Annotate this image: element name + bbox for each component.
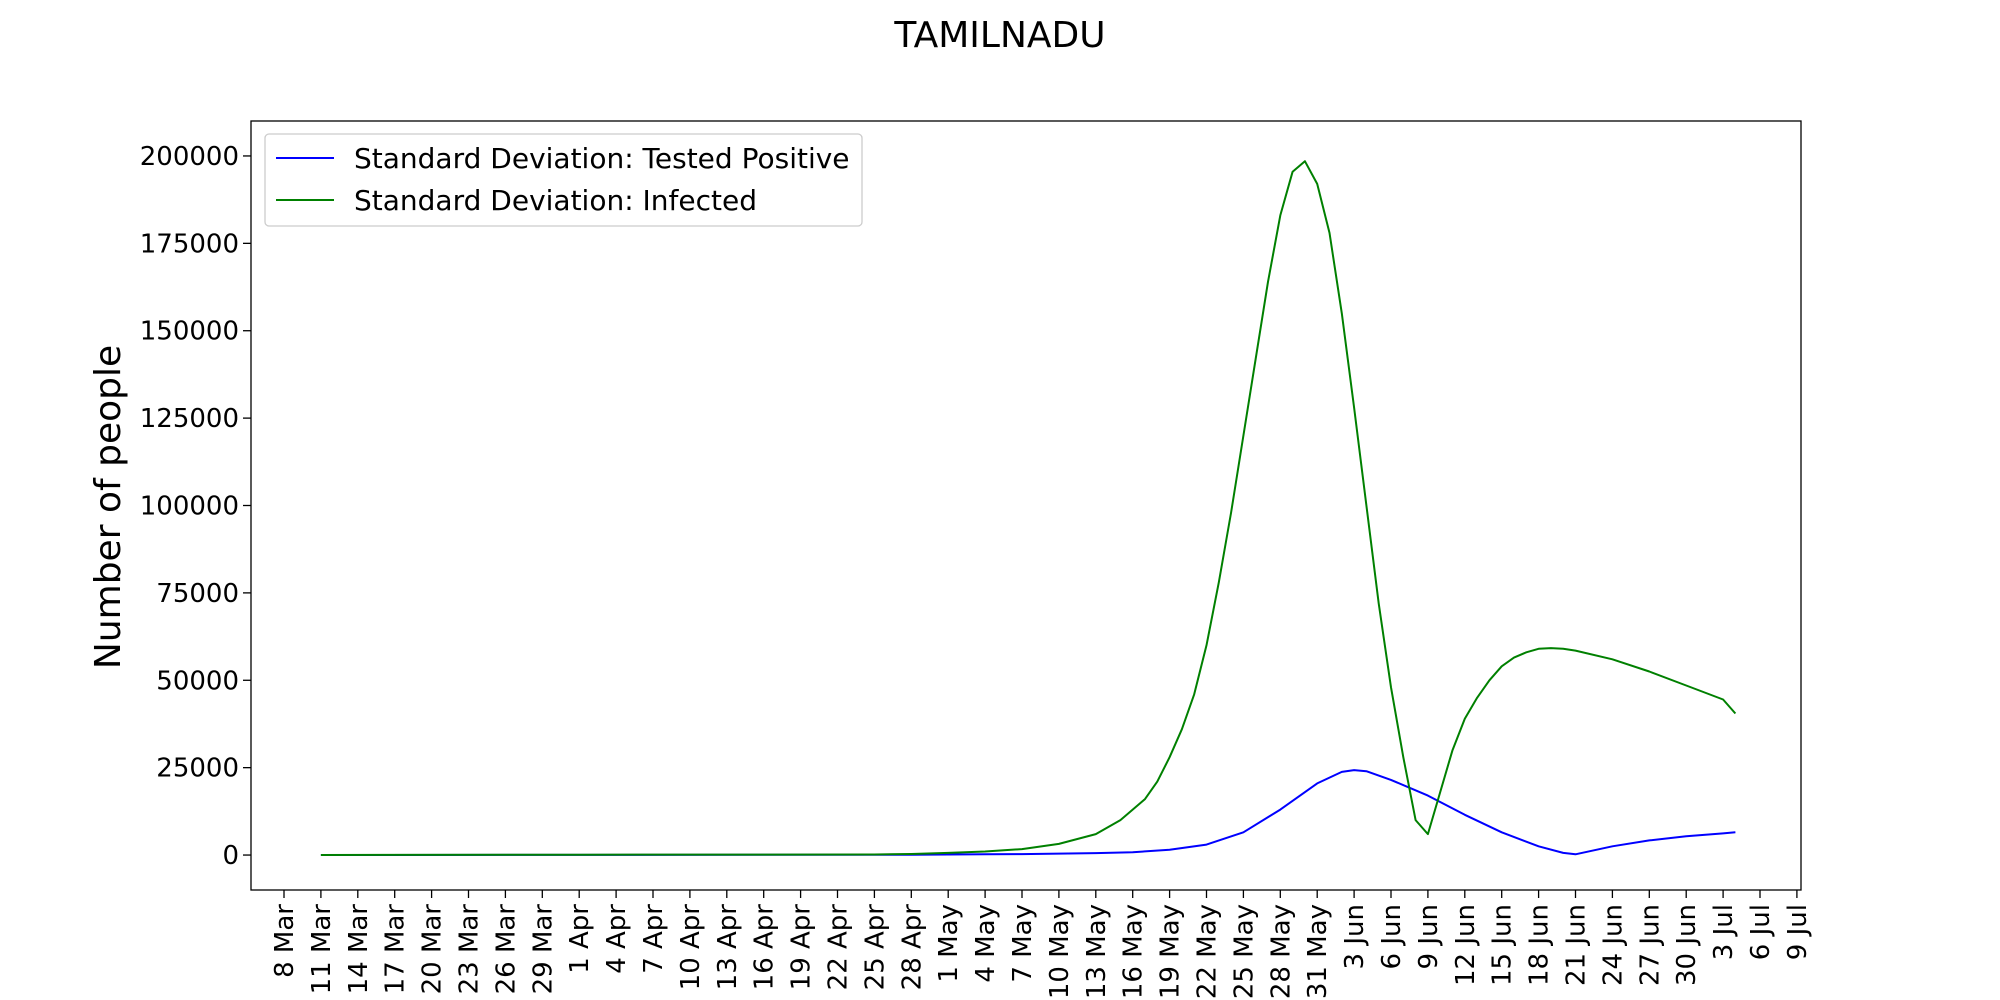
plot-frame — [250, 120, 1802, 891]
x-tick-label: 18 Jun — [1525, 904, 1555, 986]
x-tick-label: 16 May — [1119, 904, 1149, 999]
legend-label: Standard Deviation: Infected — [354, 184, 757, 217]
x-tick-label: 6 Jun — [1377, 904, 1407, 969]
x-tick-label: 16 Apr — [750, 904, 780, 991]
x-tick-label: 19 Apr — [787, 904, 817, 991]
x-tick-label: 17 Mar — [381, 904, 411, 995]
x-tick-label: 22 May — [1193, 904, 1223, 999]
x-tick-label: 28 May — [1266, 904, 1296, 999]
chart-title: TAMILNADU — [893, 15, 1105, 56]
y-tick-label: 25000 — [156, 754, 239, 784]
x-tick-label: 24 Jun — [1598, 904, 1628, 986]
x-tick-label: 22 Apr — [824, 904, 854, 991]
x-tick-label: 9 Jun — [1414, 904, 1444, 969]
x-tick-label: 21 Jun — [1562, 904, 1592, 986]
y-tick-label: 175000 — [140, 229, 239, 259]
y-tick-label: 0 — [222, 841, 239, 871]
legend-box — [264, 133, 863, 227]
x-tick-label: 13 May — [1082, 904, 1112, 999]
x-tick-label: 7 Apr — [639, 904, 669, 974]
x-tick-label: 23 Mar — [455, 904, 485, 995]
x-tick-label: 3 Jul — [1709, 904, 1739, 960]
y-tick-label: 200000 — [140, 142, 239, 172]
x-tick-label: 19 May — [1156, 904, 1186, 999]
x-tick-label: 3 Jun — [1340, 904, 1370, 969]
x-tick-label: 7 May — [1008, 904, 1038, 983]
legend-label: Standard Deviation: Tested Positive — [354, 142, 850, 175]
x-tick-label: 30 Jun — [1672, 904, 1702, 986]
x-axis: 8 Mar 11 Mar 14 Mar 17 Mar 20 Mar 23 Mar 26 Ma… — [270, 890, 1813, 999]
x-tick-label: 31 May — [1303, 904, 1333, 999]
x-tick-label: 11 Mar — [307, 904, 337, 995]
x-tick-label: 28 Apr — [897, 904, 927, 991]
x-tick-label: 25 Apr — [860, 904, 890, 991]
y-tick-label: 150000 — [140, 317, 239, 347]
x-tick-label: 1 May — [934, 904, 964, 983]
x-tick-label: 13 Apr — [713, 904, 743, 991]
legend: Standard Deviation: Tested Positive Stand… — [264, 133, 863, 227]
x-tick-label: 10 Apr — [676, 904, 706, 991]
x-tick-label: 4 Apr — [602, 904, 632, 974]
x-tick-label: 8 Mar — [270, 904, 300, 978]
x-tick-label: 6 Jul — [1746, 904, 1776, 960]
x-tick-label: 10 May — [1045, 904, 1075, 999]
y-tick-label: 125000 — [140, 404, 239, 434]
x-tick-label: 29 Mar — [528, 904, 558, 995]
x-tick-label: 20 Mar — [418, 904, 448, 995]
x-tick-label: 4 May — [971, 904, 1001, 983]
x-tick-label: 14 Mar — [344, 904, 374, 995]
x-tick-label: 15 Jun — [1488, 904, 1518, 986]
x-tick-label: 12 Jun — [1451, 904, 1481, 986]
x-tick-label: 25 May — [1229, 904, 1259, 999]
x-tick-label: 26 Mar — [491, 904, 521, 995]
plot-area — [320, 160, 1737, 856]
series-line-2 — [320, 160, 1737, 856]
x-tick-label: 9 Jul — [1783, 904, 1813, 960]
y-tick-label: 50000 — [156, 666, 239, 696]
series-line-1 — [320, 769, 1736, 856]
y-tick-label: 75000 — [156, 579, 239, 609]
y-axis-label: Number of people — [88, 345, 129, 669]
x-tick-label: 27 Jun — [1635, 904, 1665, 986]
x-tick-label: 1 Apr — [565, 904, 595, 974]
y-tick-label: 100000 — [140, 492, 239, 522]
y-axis: 0 25000 50000 75000 100000 125000 150000 175000… — [140, 142, 251, 871]
